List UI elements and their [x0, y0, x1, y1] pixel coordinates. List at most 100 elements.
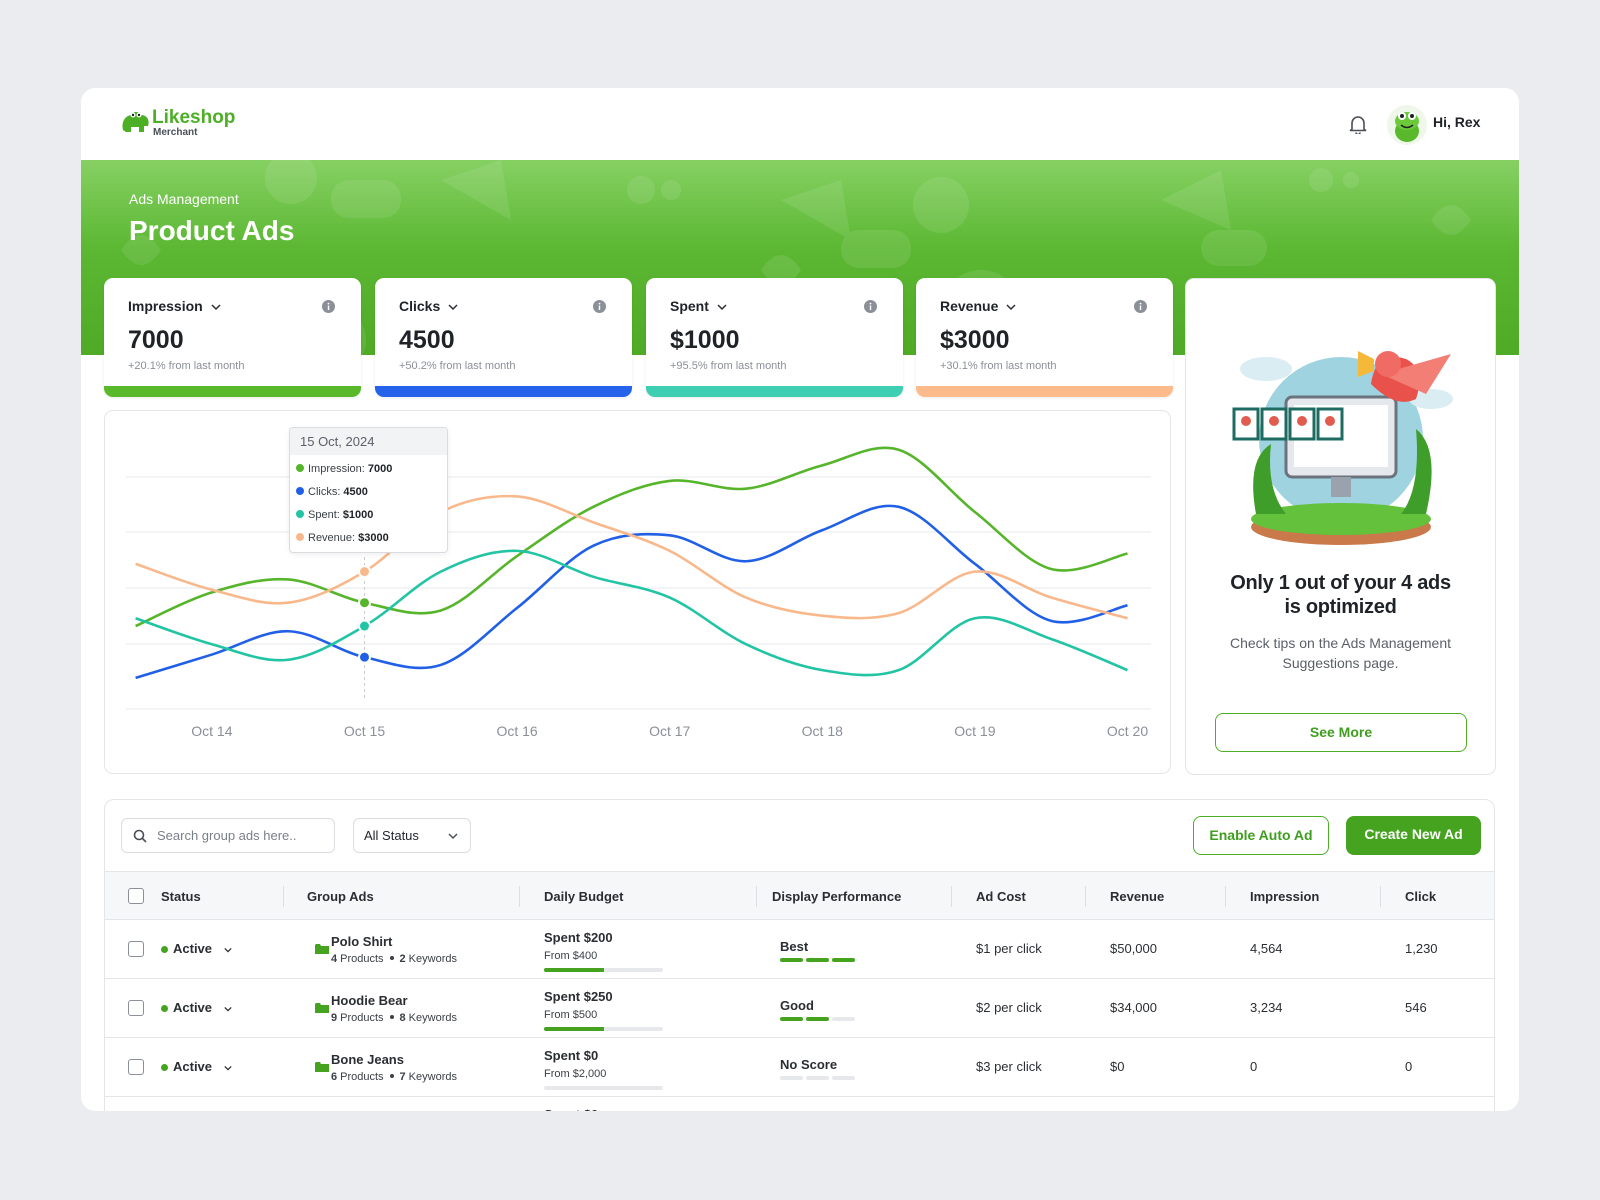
- row-checkbox[interactable]: [128, 1000, 144, 1016]
- budget-bar: [544, 1027, 604, 1031]
- product-word: Products: [340, 953, 384, 965]
- performance-label: Best: [780, 939, 809, 954]
- cell-click: 1,230: [1405, 941, 1438, 956]
- x-tick-label: Oct 18: [802, 723, 843, 739]
- stat-name[interactable]: Spent: [670, 298, 709, 314]
- group-meta: 6 Products 7 Keywords: [331, 1071, 457, 1083]
- column-header: Impression: [1250, 889, 1320, 904]
- row-checkbox[interactable]: [128, 941, 144, 957]
- notification-bell[interactable]: [1349, 114, 1367, 134]
- info-dot: [1139, 302, 1142, 305]
- meta-dot: [389, 1015, 394, 1019]
- folder-shape: [315, 944, 329, 954]
- x-tick-label: Oct 19: [954, 723, 995, 739]
- chevron: [224, 947, 232, 953]
- stat-color-bar: [104, 386, 361, 397]
- promo-text-line: Check tips on the Ads Management: [1229, 635, 1452, 651]
- status-label[interactable]: Active: [173, 1000, 213, 1015]
- performance-score: [780, 1076, 860, 1080]
- series-line: [135, 504, 1128, 680]
- brand-subtitle: Merchant: [153, 127, 198, 138]
- keyword-count: 7: [399, 1071, 406, 1083]
- score-segment: [780, 958, 803, 962]
- series-name: Revenue:: [308, 532, 356, 544]
- promo-title-line: Only 1 out of your 4 ads: [1230, 572, 1451, 594]
- stat-name[interactable]: Clicks: [399, 298, 441, 314]
- info-glyph: [1139, 305, 1142, 310]
- chevron: [448, 304, 458, 311]
- hover-point: [358, 596, 371, 610]
- group-name: Bone Jeans: [331, 1052, 404, 1067]
- status-dot: [161, 1064, 168, 1071]
- line-chart: Oct 14 Oct 15 Oct 16 Oct 17 Oct 18 Oct 19 Oct …: [126, 446, 1151, 739]
- budget-track: [544, 1086, 663, 1090]
- budget-total: From $500: [544, 1009, 598, 1021]
- stat-change: +50.2% from last month: [399, 360, 516, 372]
- promo-card: Only 1 out of your 4 ads is optimized Ch…: [1185, 278, 1496, 775]
- select-all-checkbox[interactable]: [128, 888, 144, 904]
- see-more-button[interactable]: See More: [1215, 713, 1467, 752]
- info-icon: [322, 300, 335, 313]
- folder-icon: [315, 944, 329, 954]
- tooltip-dot: [296, 487, 304, 495]
- stat-card: Clicks 4500 +50.2% from last month: [375, 278, 632, 397]
- group-name: Polo Shirt: [331, 934, 393, 949]
- user-avatar[interactable]: [1386, 104, 1428, 146]
- stat-value: $1000: [670, 326, 740, 354]
- info-dot: [598, 302, 601, 305]
- score-segment: [780, 1017, 803, 1021]
- cell-ad-cost: $2 per click: [976, 1000, 1042, 1015]
- product-word: Products: [340, 1071, 384, 1083]
- status-label[interactable]: Active: [173, 1059, 213, 1074]
- hover-point: [358, 650, 371, 664]
- status-filter[interactable]: All Status: [353, 818, 471, 853]
- product-count: 9: [331, 1012, 338, 1024]
- stat-value: 7000: [128, 326, 184, 354]
- budget-spent: Spent $0: [544, 1107, 598, 1111]
- column-header: Status: [161, 889, 201, 904]
- stat-name[interactable]: Impression: [128, 298, 203, 314]
- performance-score: [780, 958, 860, 962]
- status-label[interactable]: Active: [173, 941, 213, 956]
- breadcrumb: Ads Management: [129, 191, 239, 207]
- row-checkbox[interactable]: [128, 1059, 144, 1075]
- create-new-ad-button[interactable]: Create New Ad: [1346, 816, 1481, 855]
- promo-text: Check tips on the Ads Management Suggest…: [1186, 633, 1495, 673]
- brand-name: Likeshop: [152, 107, 236, 128]
- budget-spent: Spent $0: [544, 1048, 599, 1063]
- chevron: [224, 1006, 232, 1012]
- tooltip-value: 4500: [343, 486, 368, 498]
- stat-value: 4500: [399, 326, 455, 354]
- score-segment: [806, 1017, 829, 1021]
- group-meta: 4 Products 2 Keywords: [331, 953, 457, 965]
- stat-value: $3000: [940, 326, 1010, 354]
- info-dot: [327, 302, 330, 305]
- chevron-path: [717, 304, 727, 311]
- table-header: Status Group Ads Daily Budget Display Perfo…: [105, 871, 1494, 920]
- score-segment: [832, 1076, 855, 1080]
- logo-icon: [122, 112, 149, 132]
- tooltip-dot: [296, 464, 304, 472]
- score-segment: [832, 958, 855, 962]
- keyword-count: 8: [399, 1012, 406, 1024]
- tooltip-row: Spent: $1000: [296, 509, 373, 521]
- stat-name[interactable]: Revenue: [940, 298, 999, 314]
- table-row: Active Bone Jeans 6 Products 7 Keywords Spent …: [105, 1038, 1494, 1097]
- keyword-word: Keywords: [408, 1071, 457, 1083]
- enable-auto-ad-button[interactable]: Enable Auto Ad: [1193, 816, 1329, 855]
- column-header: Daily Budget: [544, 889, 624, 904]
- chevron-path: [224, 1065, 232, 1071]
- column-separator: [756, 886, 757, 907]
- stat-color-bar: [375, 386, 632, 397]
- stat-card: Spent $1000 +95.5% from last month: [646, 278, 903, 397]
- chevron: [211, 304, 221, 311]
- info-glyph: [598, 305, 601, 310]
- user-greeting: Hi, Rex: [1433, 114, 1481, 130]
- column-separator: [283, 886, 284, 907]
- series-name: Clicks:: [308, 486, 341, 498]
- promo-illustration: [1232, 351, 1453, 545]
- search-input[interactable]: Search group ads here..: [121, 818, 335, 853]
- x-tick-label: Oct 20: [1107, 723, 1148, 739]
- cell-ad-cost: $3 per click: [976, 1059, 1042, 1074]
